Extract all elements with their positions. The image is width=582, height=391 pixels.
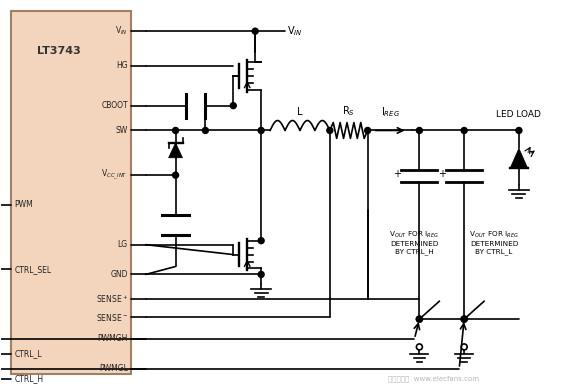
Text: PWM: PWM	[15, 201, 33, 210]
Text: V$_{IN}$: V$_{IN}$	[287, 24, 303, 38]
Circle shape	[258, 238, 264, 244]
Circle shape	[230, 103, 236, 109]
Circle shape	[258, 271, 264, 277]
Circle shape	[203, 127, 208, 133]
Text: I$_{REG}$: I$_{REG}$	[381, 105, 399, 118]
Text: R$_S$: R$_S$	[342, 104, 355, 118]
Circle shape	[327, 127, 333, 133]
Text: SENSE$^-$: SENSE$^-$	[95, 312, 128, 323]
Text: CTRL_L: CTRL_L	[15, 350, 42, 359]
Text: SW: SW	[116, 126, 128, 135]
Text: LG: LG	[118, 240, 128, 249]
Text: L: L	[297, 107, 303, 117]
Text: HG: HG	[116, 61, 128, 70]
Text: V$_{OUT}$ FOR I$_{REG}$
DETERMINED
BY CTRL_H: V$_{OUT}$ FOR I$_{REG}$ DETERMINED BY CT…	[389, 230, 439, 255]
Text: GND: GND	[110, 270, 128, 279]
Circle shape	[258, 127, 264, 133]
Circle shape	[416, 127, 423, 133]
Text: LED LOAD: LED LOAD	[496, 109, 541, 118]
Text: SENSE$^+$: SENSE$^+$	[95, 293, 128, 305]
Circle shape	[461, 127, 467, 133]
Text: PWMGL: PWMGL	[99, 364, 128, 373]
Circle shape	[416, 316, 423, 322]
Circle shape	[173, 172, 179, 178]
Text: +: +	[393, 169, 402, 179]
Text: PWMGH: PWMGH	[97, 334, 128, 343]
Circle shape	[252, 28, 258, 34]
Polygon shape	[169, 143, 183, 158]
Text: 电子发烧友  www.elecfans.com: 电子发烧友 www.elecfans.com	[379, 375, 480, 382]
Text: V$_{CC\_INT}$: V$_{CC\_INT}$	[101, 168, 128, 182]
Text: +: +	[438, 169, 446, 179]
Polygon shape	[510, 148, 528, 168]
Circle shape	[461, 316, 467, 322]
Circle shape	[516, 127, 522, 133]
Text: V$_{IN}$: V$_{IN}$	[115, 25, 128, 38]
Text: CTRL_SEL: CTRL_SEL	[15, 265, 51, 274]
Text: V$_{OUT}$ FOR I$_{REG}$
DETERMINED
BY CTRL_L: V$_{OUT}$ FOR I$_{REG}$ DETERMINED BY CT…	[469, 230, 519, 255]
Text: LT3743: LT3743	[37, 46, 81, 56]
Circle shape	[173, 127, 179, 133]
Circle shape	[365, 127, 371, 133]
FancyBboxPatch shape	[11, 11, 131, 374]
Text: CTRL_H: CTRL_H	[15, 374, 44, 383]
Text: CBOOT: CBOOT	[101, 101, 128, 110]
